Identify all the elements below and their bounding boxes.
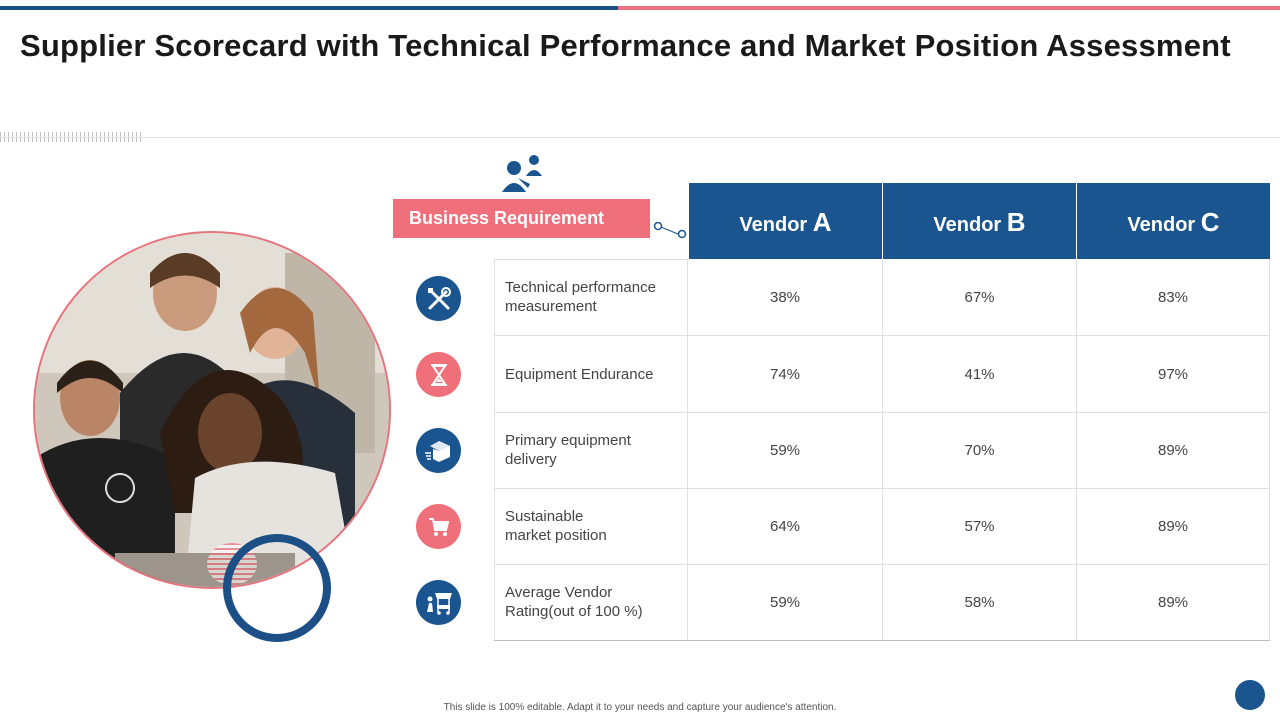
corner-dot-decoration	[1235, 680, 1265, 710]
shopping-cart-icon	[416, 504, 461, 549]
vendor-a-value: 59%	[688, 412, 883, 488]
row-label: Equipment Endurance	[494, 336, 688, 412]
vendor-a-value: 64%	[688, 488, 883, 564]
vendor-c-value: 89%	[1077, 412, 1270, 488]
top-accent-bar-blue	[0, 6, 618, 10]
vendor-c-value: 89%	[1077, 488, 1270, 564]
decorative-ring	[223, 534, 331, 642]
vendor-a-value: 74%	[688, 336, 883, 412]
vendor-a-header: Vendor A	[689, 183, 882, 259]
vendor-c-value: 89%	[1077, 564, 1270, 640]
table-row: Equipment Endurance 74% 41% 97%	[494, 336, 1270, 413]
vendor-b-value: 57%	[883, 488, 1077, 564]
vendor-stall-icon	[416, 580, 461, 625]
top-accent-bar-pink	[618, 6, 1280, 10]
connector-dots	[653, 222, 687, 239]
vendor-b-value: 58%	[883, 564, 1077, 640]
table-row: Technical performance measurement 38% 67…	[494, 259, 1270, 336]
business-requirement-label: Business Requirement	[393, 199, 650, 238]
vendor-a-value: 38%	[688, 259, 883, 335]
vendor-c-header: Vendor C	[1077, 183, 1270, 259]
vendor-b-value: 67%	[883, 259, 1077, 335]
tools-icon	[416, 276, 461, 321]
vendor-a-value: 59%	[688, 564, 883, 640]
page-title: Supplier Scorecard with Technical Perfor…	[20, 28, 1231, 63]
vendor-c-value: 97%	[1077, 336, 1270, 412]
table-row: Average Vendor Rating(out of 100 %) 59% …	[494, 564, 1270, 640]
row-label: Primary equipment delivery	[494, 412, 688, 488]
vendor-b-value: 70%	[883, 412, 1077, 488]
table-top-border	[494, 259, 688, 260]
row-label: Average Vendor Rating(out of 100 %)	[494, 564, 688, 640]
vendor-b-value: 41%	[883, 336, 1077, 412]
vendor-b-header: Vendor B	[883, 183, 1076, 259]
header-divider	[0, 137, 1280, 138]
footer-note: This slide is 100% editable. Adapt it to…	[443, 702, 837, 713]
table-bottom-border	[494, 640, 1270, 641]
table-row: Sustainable market position 64% 57% 89%	[494, 488, 1270, 565]
hourglass-icon	[416, 352, 461, 397]
delivery-box-icon	[416, 428, 461, 473]
vendor-c-value: 83%	[1077, 259, 1270, 335]
row-label: Sustainable market position	[494, 488, 688, 564]
row-label: Technical performance measurement	[494, 259, 688, 335]
table-row: Primary equipment delivery 59% 70% 89%	[494, 412, 1270, 489]
team-photo	[33, 231, 391, 589]
team-discussion-icon	[502, 155, 542, 192]
